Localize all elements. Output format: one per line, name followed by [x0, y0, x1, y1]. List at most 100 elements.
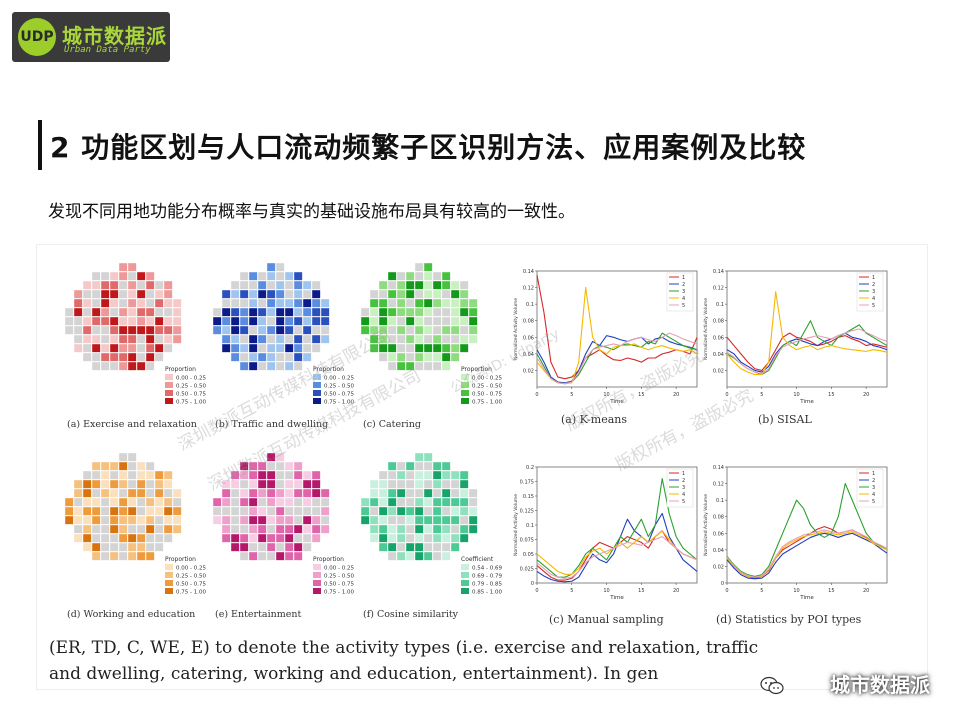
x-axis-label: Time: [609, 399, 624, 405]
map-tile: [266, 479, 276, 489]
map-tile: [284, 524, 294, 534]
map-legend-swatch: [461, 564, 469, 570]
map-tile: [239, 497, 249, 507]
map-tile: [414, 334, 424, 344]
map-tile: [100, 470, 110, 480]
map-tile: [414, 506, 424, 516]
map-tile: [293, 533, 303, 543]
map-tile: [302, 497, 312, 507]
map-tile: [423, 542, 433, 552]
map-tile: [450, 479, 460, 489]
map-tile: [248, 343, 258, 353]
series-line-2: [726, 332, 888, 373]
map-tile: [257, 461, 267, 471]
map-tile: [109, 461, 119, 471]
map-tile: [293, 307, 303, 317]
map-tile: [320, 515, 330, 525]
map-tile: [293, 515, 303, 525]
x-tick-label: 15: [828, 588, 834, 594]
map-tile: [91, 551, 101, 561]
map-tile: [284, 271, 294, 281]
map-tile: [293, 271, 303, 281]
map-tile: [396, 479, 406, 489]
map-tile: [221, 316, 231, 326]
map-tile: [266, 515, 276, 525]
map-tile: [136, 461, 146, 471]
map-tile: [284, 515, 294, 525]
map-tile: [369, 533, 379, 543]
map-tile: [459, 497, 469, 507]
map-tile: [239, 334, 249, 344]
series-line-4: [536, 530, 698, 575]
map-tile: [378, 506, 388, 516]
map-tile: [64, 515, 74, 525]
map-tile: [64, 316, 74, 326]
map-legend-swatch: [461, 382, 469, 388]
map-tile: [459, 470, 469, 480]
map-tile: [275, 289, 285, 299]
map-legend-label: 0.79 - 0.85: [472, 582, 502, 588]
map-legend-swatch: [313, 382, 321, 388]
map-tile: [423, 479, 433, 489]
legend-label: 3: [682, 289, 685, 295]
map-tile: [145, 506, 155, 516]
map-tile: [100, 524, 110, 534]
map-tile: [118, 307, 128, 317]
map-legend-label: 0.25 - 0.50: [324, 574, 354, 580]
map-tile: [154, 470, 164, 480]
map-tile: [248, 325, 258, 335]
map-tile: [73, 497, 83, 507]
map-tile: [387, 298, 397, 308]
y-tick-label: 0.06: [523, 335, 534, 341]
map-tile: [163, 470, 173, 480]
map-tile: [387, 479, 397, 489]
map-tile: [118, 497, 128, 507]
map-tile: [302, 542, 312, 552]
map-tile: [405, 479, 415, 489]
map-tile: [118, 488, 128, 498]
map-tile: [459, 488, 469, 498]
map-tile: [100, 343, 110, 353]
map-tile: [423, 524, 433, 534]
map-tile: [163, 515, 173, 525]
map-tile: [230, 497, 240, 507]
brand-name-cn: 城市数据派: [62, 24, 167, 48]
map-tile: [387, 497, 397, 507]
map-tile: [118, 461, 128, 471]
map-tile: [266, 289, 276, 299]
map-tile: [221, 488, 231, 498]
map-tile: [82, 325, 92, 335]
map-tile: [432, 325, 442, 335]
map-tile: [230, 343, 240, 353]
map-legend-label: 0.75 - 1.00: [324, 400, 354, 406]
map-tile: [172, 316, 182, 326]
map-tile: [91, 325, 101, 335]
map-tile: [248, 316, 258, 326]
map-tile: [91, 361, 101, 371]
map-tile: [450, 298, 460, 308]
map-tile: [387, 470, 397, 480]
map-tile: [136, 289, 146, 299]
map-legend-label: 0.25 - 0.50: [324, 384, 354, 390]
map-tile: [127, 533, 137, 543]
y-tick-label: 0.02: [523, 368, 534, 374]
y-tick-label: 0.06: [713, 531, 724, 537]
map-tile: [118, 289, 128, 299]
map-tile: [275, 542, 285, 552]
map-tile: [266, 533, 276, 543]
map-tile: [369, 307, 379, 317]
map-tile: [396, 352, 406, 362]
map-tile: [239, 551, 249, 561]
map-tile: [239, 542, 249, 552]
chart-caption: (a) K-means: [561, 413, 627, 426]
map-tile: [450, 316, 460, 326]
map-tile: [387, 533, 397, 543]
map-tile: [320, 307, 330, 317]
map-tile: [441, 506, 451, 516]
map-tile: [257, 298, 267, 308]
map-tile: [369, 515, 379, 525]
map-tile: [257, 325, 267, 335]
map-tile: [369, 325, 379, 335]
map-tile: [360, 316, 370, 326]
map-tile: [293, 343, 303, 353]
